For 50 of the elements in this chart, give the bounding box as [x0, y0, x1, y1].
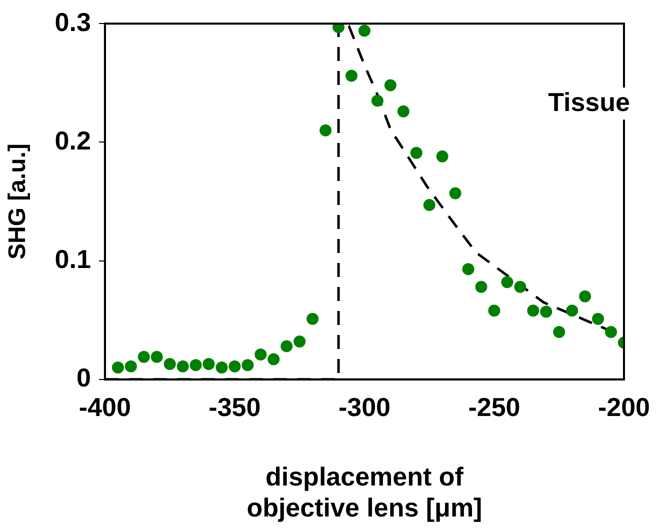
y-tick-label: 0: [76, 362, 91, 393]
x-tick-label: -400: [78, 392, 131, 422]
point: [592, 312, 604, 325]
annotation: Tissue: [548, 86, 630, 117]
point: [358, 24, 370, 37]
point: [320, 124, 332, 136]
point: [436, 150, 448, 162]
point: [462, 263, 474, 276]
point: [306, 312, 319, 325]
point: [124, 360, 137, 372]
x-axis-title: displacement of objective lens [μm]: [246, 461, 482, 523]
point: [540, 306, 552, 318]
point: [384, 79, 396, 92]
y-axis-title: SHG [a.u.]: [4, 143, 32, 260]
point: [566, 304, 578, 317]
point: [202, 358, 215, 370]
point: [345, 70, 358, 82]
point: [371, 94, 384, 107]
point: [176, 360, 189, 372]
point: [164, 358, 176, 370]
point: [527, 304, 540, 317]
point: [423, 199, 436, 212]
x-tick-label: -250: [468, 392, 520, 422]
point: [228, 360, 241, 372]
point: [553, 326, 566, 338]
point: [579, 290, 592, 302]
y-tick-label: 0.2: [54, 125, 91, 156]
point: [138, 350, 150, 363]
point: [268, 353, 280, 366]
point: [216, 362, 228, 374]
x-tick-label: -200: [598, 392, 650, 422]
x-tick-label: -300: [338, 392, 390, 422]
point: [190, 359, 202, 372]
point: [605, 326, 618, 338]
y-tick-label: 0.1: [54, 244, 91, 274]
point: [514, 280, 526, 293]
x-tick-label: -350: [208, 392, 261, 422]
point: [280, 340, 293, 352]
point: [112, 362, 124, 374]
point: [150, 350, 163, 363]
point: [254, 348, 267, 360]
point: [501, 276, 514, 288]
point: [410, 146, 422, 159]
point: [294, 335, 306, 348]
point: [449, 187, 462, 200]
point: [488, 304, 500, 317]
point: [397, 105, 410, 118]
y-tick-label: 0.3: [54, 6, 91, 37]
point: [475, 280, 488, 293]
point: [242, 359, 254, 372]
